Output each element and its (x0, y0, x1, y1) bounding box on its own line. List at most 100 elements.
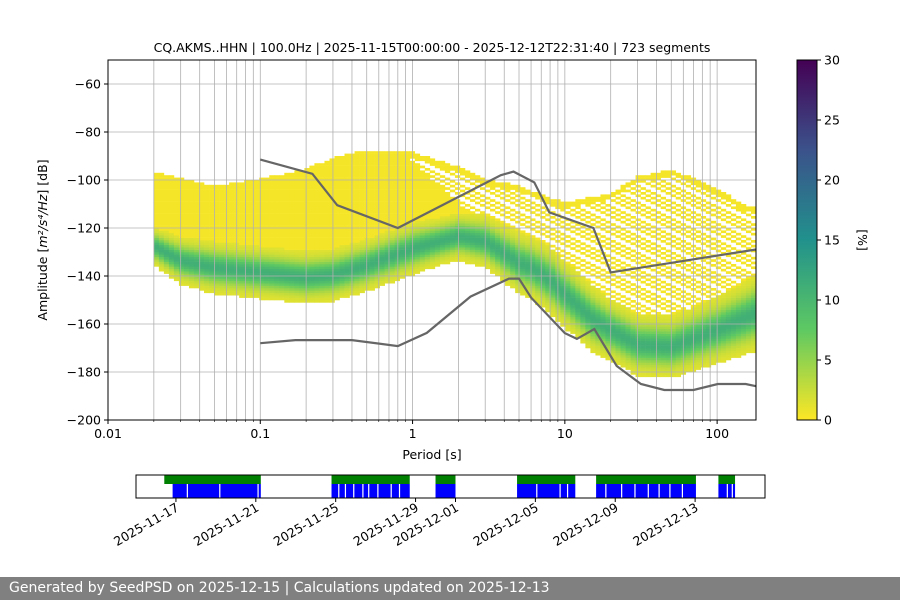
heatmap-cell (439, 244, 446, 248)
heatmap-cell (374, 276, 380, 279)
heatmap-cell (384, 266, 390, 270)
heatmap-cell (585, 280, 591, 284)
heatmap-cell (540, 292, 546, 296)
heatmap-cell (525, 278, 531, 282)
heatmap-cell (183, 211, 190, 214)
heatmap-cell (394, 249, 401, 253)
heatmap-cell (570, 213, 576, 217)
heatmap-cell (670, 172, 677, 176)
heatmap-cell (178, 266, 185, 270)
heatmap-cell (655, 194, 661, 198)
heatmap-cell (520, 278, 526, 282)
heatmap-cell (354, 256, 360, 260)
heatmap-cell (650, 364, 656, 368)
heatmap-cell (625, 357, 631, 361)
heatmap-cell (399, 232, 406, 236)
heatmap-cell (294, 242, 300, 246)
heatmap-cell (188, 256, 195, 260)
heatmap-cell (329, 300, 335, 303)
heatmap-cell (324, 280, 330, 284)
heatmap-cell (590, 340, 596, 344)
heatmap-cell (575, 302, 581, 306)
heatmap-cell (565, 223, 571, 226)
heatmap-cell (219, 194, 225, 198)
heatmap-cell (580, 199, 586, 202)
heatmap-cell (158, 240, 165, 243)
heatmap-cell (650, 369, 656, 373)
heatmap-cell (309, 297, 315, 301)
heatmap-cell (535, 278, 541, 282)
heatmap-cell (204, 211, 210, 214)
heatmap-cell (183, 249, 190, 253)
heatmap-cell (294, 297, 300, 301)
heatmap-cell (540, 276, 546, 279)
heatmap-cell (364, 206, 370, 210)
heatmap-cell (304, 225, 310, 229)
heatmap-cell (183, 192, 190, 195)
heatmap-cell (595, 338, 601, 342)
heatmap-cell (199, 242, 205, 246)
heatmap-cell (490, 242, 496, 246)
heatmap-cell (429, 264, 436, 267)
heatmap-cell (168, 228, 175, 231)
heatmap-cell (670, 295, 677, 298)
heatmap-cell (204, 240, 210, 243)
heatmap-cell (264, 235, 270, 238)
heatmap-cell (209, 271, 215, 274)
heatmap-cell (274, 206, 280, 210)
heatmap-cell (560, 268, 566, 272)
heatmap-cell (188, 201, 195, 205)
heatmap-cell (339, 204, 345, 207)
heatmap-cell (193, 194, 200, 198)
heatmap-cell (670, 324, 677, 327)
heatmap-cell (545, 213, 551, 217)
heatmap-cell (585, 307, 591, 310)
heatmap-cell (640, 280, 646, 284)
heatmap-cell (439, 187, 446, 190)
heatmap-cell (424, 230, 431, 234)
heatmap-cell (660, 218, 666, 222)
heatmap-cell (244, 230, 250, 234)
heatmap-cell (274, 213, 280, 217)
heatmap-cell (384, 165, 390, 169)
heatmap-cell (219, 288, 225, 291)
heatmap-cell (178, 228, 185, 231)
heatmap-cell (505, 252, 511, 255)
heatmap-cell (505, 232, 511, 236)
heatmap-cell (324, 211, 330, 214)
heatmap-cell (324, 285, 330, 289)
heatmap-cell (670, 228, 677, 231)
heatmap-cell (314, 228, 320, 231)
heatmap-cell (665, 328, 671, 332)
heatmap-cell (229, 264, 235, 267)
heatmap-cell (294, 285, 300, 289)
heatmap-cell (615, 242, 621, 246)
heatmap-cell (510, 192, 516, 195)
heatmap-cell (530, 194, 536, 198)
heatmap-cell (173, 237, 180, 241)
heatmap-cell (640, 357, 646, 361)
heatmap-cell (334, 242, 340, 246)
heatmap-cell (163, 211, 170, 214)
heatmap-cell (369, 240, 375, 243)
heatmap-cell (640, 348, 646, 351)
heatmap-cell (449, 172, 456, 176)
heatmap-cell (304, 237, 310, 241)
heatmap-cell (309, 220, 315, 224)
heatmap-cell (264, 254, 270, 258)
heatmap-cell (404, 213, 411, 217)
heatmap-cell (229, 187, 235, 190)
heatmap-cell (364, 240, 370, 243)
heatmap-cell (309, 218, 315, 222)
heatmap-cell (480, 223, 486, 226)
heatmap-cell (424, 256, 431, 260)
heatmap-cell (650, 362, 656, 366)
heatmap-cell (249, 194, 255, 198)
heatmap-cell (429, 201, 436, 205)
heatmap-cell (464, 240, 471, 243)
heatmap-cell (530, 256, 536, 260)
heatmap-cell (294, 230, 300, 234)
heatmap-cell (309, 182, 315, 186)
heatmap-cell (595, 232, 601, 236)
heatmap-cell (575, 297, 581, 301)
